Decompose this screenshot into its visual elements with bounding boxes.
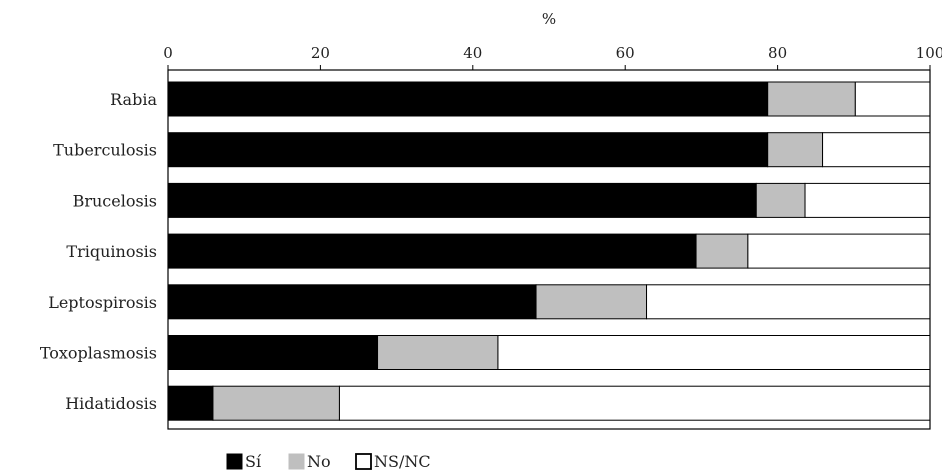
- legend-label: No: [307, 452, 331, 471]
- bar-segment-nsnc: [747, 233, 931, 269]
- category-label: Tuberculosis: [53, 141, 157, 160]
- bar-segment-si: [167, 335, 379, 370]
- bar-segment-nsnc: [854, 81, 931, 117]
- bar-segment-nsnc: [804, 182, 931, 218]
- x-tick-label: 100: [916, 44, 942, 62]
- x-tick-label: 40: [463, 44, 482, 62]
- legend-swatch: [288, 453, 305, 470]
- x-tick-label: 60: [616, 44, 635, 62]
- legend-swatch: [355, 453, 372, 470]
- category-label: Leptospirosis: [48, 293, 157, 312]
- category-label: Toxoplasmosis: [40, 344, 157, 363]
- category-labels: Rabia Tuberculosis Brucelosis Triquinosis Le…: [40, 90, 158, 413]
- bar-segment-si: [167, 81, 769, 117]
- bar-segment-nsnc: [822, 132, 931, 168]
- bar-segment-no: [535, 284, 648, 320]
- x-tick-label: 80: [768, 44, 787, 62]
- bar-segment-no: [212, 385, 340, 421]
- bar-segment-si: [167, 233, 697, 269]
- x-axis-title: %: [542, 10, 556, 28]
- bar-segment-nsnc: [646, 284, 931, 320]
- legend-swatch: [226, 453, 243, 470]
- bar-segment-nsnc: [338, 385, 931, 421]
- bar-segment-nsnc: [497, 335, 931, 370]
- bar-segment-no: [377, 335, 499, 370]
- legend-label: Sí: [245, 452, 262, 471]
- x-axis-ticks: 0 20 40 60 80 100: [163, 44, 942, 70]
- plot-frame: [167, 69, 931, 430]
- bar-segment-no: [767, 81, 856, 117]
- bar-segment-si: [167, 385, 214, 421]
- x-tick-label: 0: [163, 44, 173, 62]
- category-label: Brucelosis: [73, 191, 157, 210]
- category-label: Triquinosis: [66, 242, 157, 261]
- bar-segment-no: [767, 132, 824, 168]
- x-tick-label: 20: [311, 44, 330, 62]
- category-label: Hidatidosis: [65, 394, 157, 413]
- category-label: Rabia: [110, 90, 157, 109]
- bar-segment-si: [167, 132, 769, 168]
- bars-layer: [167, 81, 931, 421]
- bar-segment-no: [755, 182, 806, 218]
- bar-segment-no: [695, 233, 749, 269]
- legend: Sí No NS/NC: [226, 452, 431, 471]
- legend-label: NS/NC: [374, 452, 431, 471]
- bar-segment-si: [167, 182, 757, 218]
- bar-segment-si: [167, 284, 537, 320]
